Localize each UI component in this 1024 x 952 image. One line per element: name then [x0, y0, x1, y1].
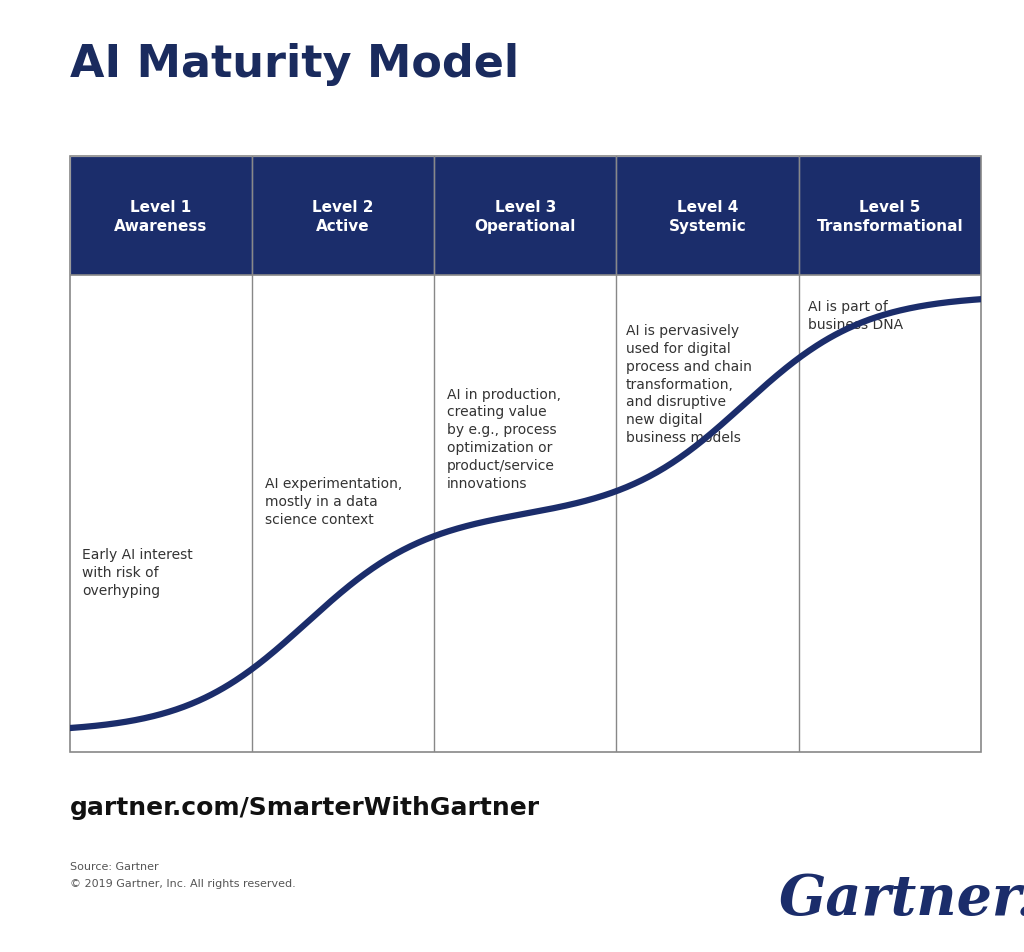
- Text: Level 1
Awareness: Level 1 Awareness: [114, 200, 208, 233]
- Text: AI Maturity Model: AI Maturity Model: [70, 43, 519, 86]
- Text: AI is pervasively
used for digital
process and chain
transformation,
and disrupt: AI is pervasively used for digital proce…: [626, 324, 752, 445]
- Bar: [434, 157, 616, 276]
- Text: Level 3
Operational: Level 3 Operational: [475, 200, 575, 233]
- Bar: [616, 157, 799, 276]
- Text: Level 5
Transformational: Level 5 Transformational: [816, 200, 964, 233]
- Bar: [799, 157, 981, 276]
- Text: Gartner.: Gartner.: [778, 871, 1024, 926]
- Text: Level 2
Active: Level 2 Active: [312, 200, 374, 233]
- Text: © 2019 Gartner, Inc. All rights reserved.: © 2019 Gartner, Inc. All rights reserved…: [70, 878, 295, 887]
- Text: Level 4
Systemic: Level 4 Systemic: [669, 200, 746, 233]
- Bar: [252, 157, 434, 276]
- Text: AI experimentation,
mostly in a data
science context: AI experimentation, mostly in a data sci…: [264, 476, 401, 526]
- Text: AI is part of
business DNA: AI is part of business DNA: [808, 300, 903, 331]
- Text: Source: Gartner: Source: Gartner: [70, 862, 159, 871]
- Bar: [70, 157, 252, 276]
- Text: AI in production,
creating value
by e.g., process
optimization or
product/servic: AI in production, creating value by e.g.…: [446, 387, 561, 490]
- Text: Early AI interest
with risk of
overhyping: Early AI interest with risk of overhypin…: [82, 547, 194, 598]
- Text: gartner.com/SmarterWithGartner: gartner.com/SmarterWithGartner: [70, 795, 540, 819]
